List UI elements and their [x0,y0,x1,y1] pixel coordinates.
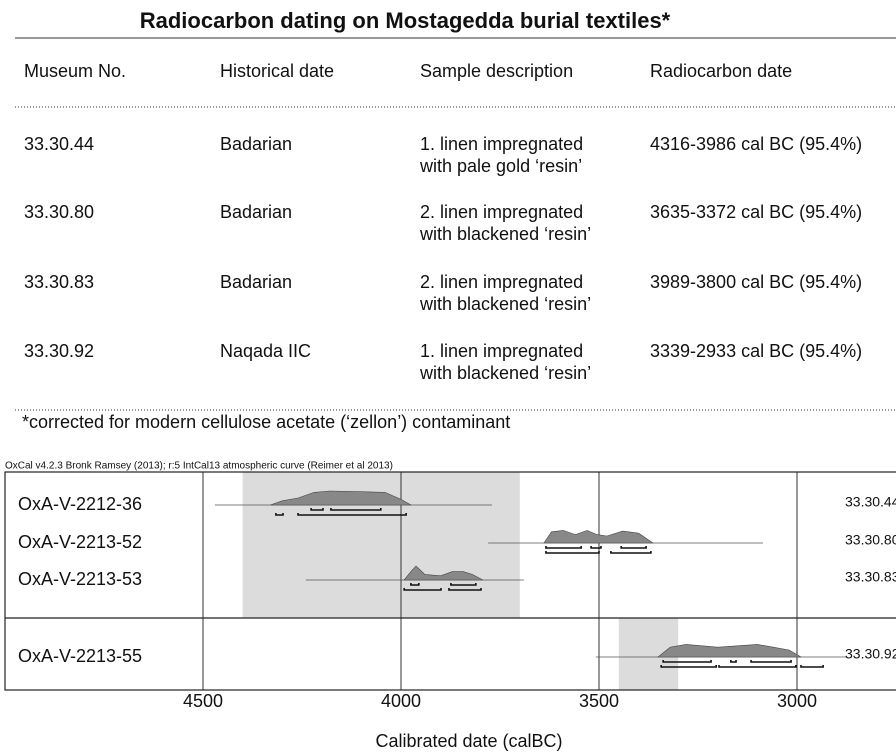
table-cell: Badarian [220,134,292,154]
range-bracket [662,660,712,663]
table-cell: 4316-3986 cal BC (95.4%) [650,134,862,154]
range-bracket [297,513,407,516]
sample-label: OxA-V-2213-52 [18,532,142,552]
table-cell: 3635-3372 cal BC (95.4%) [650,202,862,222]
range-bracket [750,660,792,663]
column-header: Sample description [420,61,573,81]
table-cell: 33.30.44 [24,134,94,154]
table-cell: 2. linen impregnated [420,272,583,292]
probability-distribution [543,530,654,544]
museum-label: 33.30.80 [845,532,896,548]
probability-distribution [270,490,413,506]
table-cell: with blackened ‘resin’ [419,294,591,314]
column-header: Museum No. [24,61,126,81]
museum-label: 33.30.83 [845,569,896,585]
range-bracket [310,508,324,511]
column-header: Radiocarbon date [650,61,792,81]
range-bracket [730,660,737,663]
x-tick-label: 4000 [381,691,421,711]
x-axis-label: Calibrated date (calBC) [375,731,562,751]
range-bracket [718,665,797,668]
museum-label: 33.30.92 [845,646,896,662]
range-bracket [620,546,647,549]
column-header: Historical date [220,61,334,81]
range-bracket [660,665,718,668]
x-tick-label: 3500 [579,691,619,711]
x-tick-label: 4500 [183,691,223,711]
plot-frame [4,471,896,691]
table-cell: Badarian [220,272,292,292]
table-cell: Badarian [220,202,292,222]
table-cell: 33.30.92 [24,341,94,361]
sample-label: OxA-V-2213-55 [18,646,142,666]
table-cell: 2. linen impregnated [420,202,583,222]
x-tick-label: 3000 [777,691,817,711]
range-bracket [545,551,600,554]
range-bracket [545,546,582,549]
table-cell: 3989-3800 cal BC (95.4%) [650,272,862,292]
table-cell: 3339-2933 cal BC (95.4%) [650,341,862,361]
table-cell: 1. linen impregnated [420,134,583,154]
table-cell: 33.30.80 [24,202,94,222]
probability-distribution [403,565,484,581]
range-bracket [590,546,602,549]
table-cell: 1. linen impregnated [420,341,583,361]
range-bracket [450,583,477,586]
table-cell: with blackened ‘resin’ [419,363,591,383]
range-bracket [800,665,824,668]
museum-label: 33.30.44 [845,494,896,510]
table-cell: with blackened ‘resin’ [419,224,591,244]
table-cell: 33.30.83 [24,272,94,292]
range-bracket [330,508,382,511]
footnote: *corrected for modern cellulose acetate … [22,412,510,432]
probability-distribution [657,644,803,658]
sample-label: OxA-V-2213-53 [18,569,142,589]
sample-label: OxA-V-2212-36 [18,494,142,514]
range-bracket [403,588,442,591]
range-bracket [448,588,482,591]
chart-caption: OxCal v4.2.3 Bronk Ramsey (2013); r:5 In… [5,461,393,472]
range-bracket [410,583,420,586]
range-bracket [275,513,284,516]
table-cell: Naqada IIC [220,341,311,361]
title: Radiocarbon dating on Mostagedda burial … [140,8,671,33]
range-bracket [610,551,652,554]
table-cell: with pale gold ‘resin’ [419,156,582,176]
